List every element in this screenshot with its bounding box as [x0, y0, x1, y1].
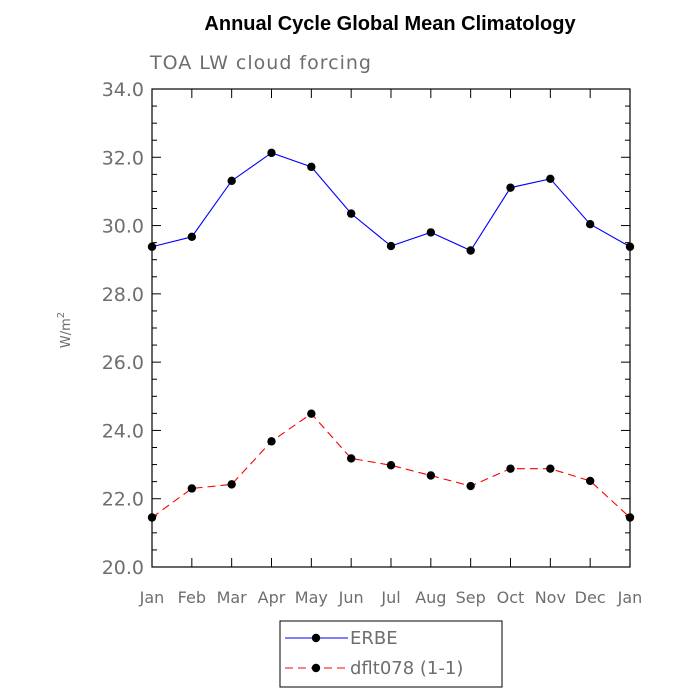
data-point-series-2	[147, 513, 157, 522]
x-tick-label: Jun	[338, 588, 364, 607]
x-tick-label: Aug	[415, 588, 446, 607]
y-tick-label: 22.0	[102, 489, 144, 511]
data-point-series-2	[585, 476, 595, 486]
data-point-series-2	[227, 480, 236, 489]
y-tick-label: 28.0	[102, 284, 144, 306]
x-tick-label: Nov	[535, 588, 566, 607]
x-tick-label: Dec	[575, 588, 606, 607]
legend: ERBE dflt078 (1-1)	[279, 620, 503, 688]
data-point-series-2	[307, 409, 316, 418]
y-axis-label-unit: W/m	[59, 318, 74, 348]
data-point-series-1	[625, 242, 635, 251]
data-point-series-1	[187, 232, 197, 242]
data-point-series-2	[426, 471, 436, 480]
y-tick-label: 30.0	[102, 216, 144, 238]
series-line-1	[151, 152, 631, 252]
data-point-series-1	[307, 162, 316, 172]
data-point-series-2	[187, 484, 197, 493]
x-tick-label: Apr	[258, 588, 286, 607]
x-tick-label: Oct	[497, 588, 525, 607]
legend-label-1: ERBE	[350, 628, 398, 649]
data-point-series-1	[506, 183, 515, 192]
y-tick-label: 32.0	[102, 147, 144, 169]
x-tick-label: Jul	[380, 588, 400, 607]
y-tick-label: 26.0	[102, 352, 144, 374]
legend-marker-2	[311, 663, 321, 673]
data-point-series-2	[346, 454, 356, 463]
data-point-series-1	[227, 176, 236, 186]
data-point-series-1	[386, 241, 396, 251]
data-point-series-2	[506, 464, 515, 473]
y-axis-label-superscript: 2	[56, 312, 67, 318]
y-tick-label: 34.0	[102, 79, 144, 101]
data-point-series-2	[267, 437, 276, 446]
y-axis-label: W/m2	[56, 312, 74, 348]
data-point-series-2	[466, 481, 475, 491]
data-point-series-2	[546, 464, 555, 473]
x-tick-label: Jan	[617, 588, 643, 607]
chart-subtitle: TOA LW cloud forcing	[149, 52, 372, 74]
data-point-series-1	[585, 220, 595, 229]
legend-box	[279, 620, 503, 688]
x-tick-label: May	[295, 588, 328, 607]
x-tick-label: Jan	[139, 588, 165, 607]
legend-label-2: dflt078 (1-1)	[350, 658, 463, 679]
data-point-series-1	[546, 174, 555, 183]
data-point-series-1	[147, 242, 157, 251]
plot-area: 20.0 22.0 24.0 26.0 28.0 30.0 32.0 34.0 Jan Feb Ma…	[56, 79, 642, 607]
data-point-series-1	[426, 228, 436, 237]
legend-marker-1	[311, 633, 321, 643]
data-point-series-1	[346, 209, 356, 218]
x-tick-label: Mar	[217, 588, 248, 607]
y-tick-label: 24.0	[102, 420, 144, 442]
chart-title: Annual Cycle Global Mean Climatology	[204, 13, 576, 35]
x-tick-label: Sep	[456, 588, 486, 607]
data-point-series-1	[466, 246, 475, 255]
data-point-series-2	[625, 513, 635, 522]
y-tick-label: 20.0	[102, 557, 144, 579]
data-point-series-2	[386, 461, 396, 470]
data-point-series-1	[267, 148, 276, 158]
plot-frame	[151, 88, 631, 568]
x-tick-label: Feb	[178, 588, 206, 607]
